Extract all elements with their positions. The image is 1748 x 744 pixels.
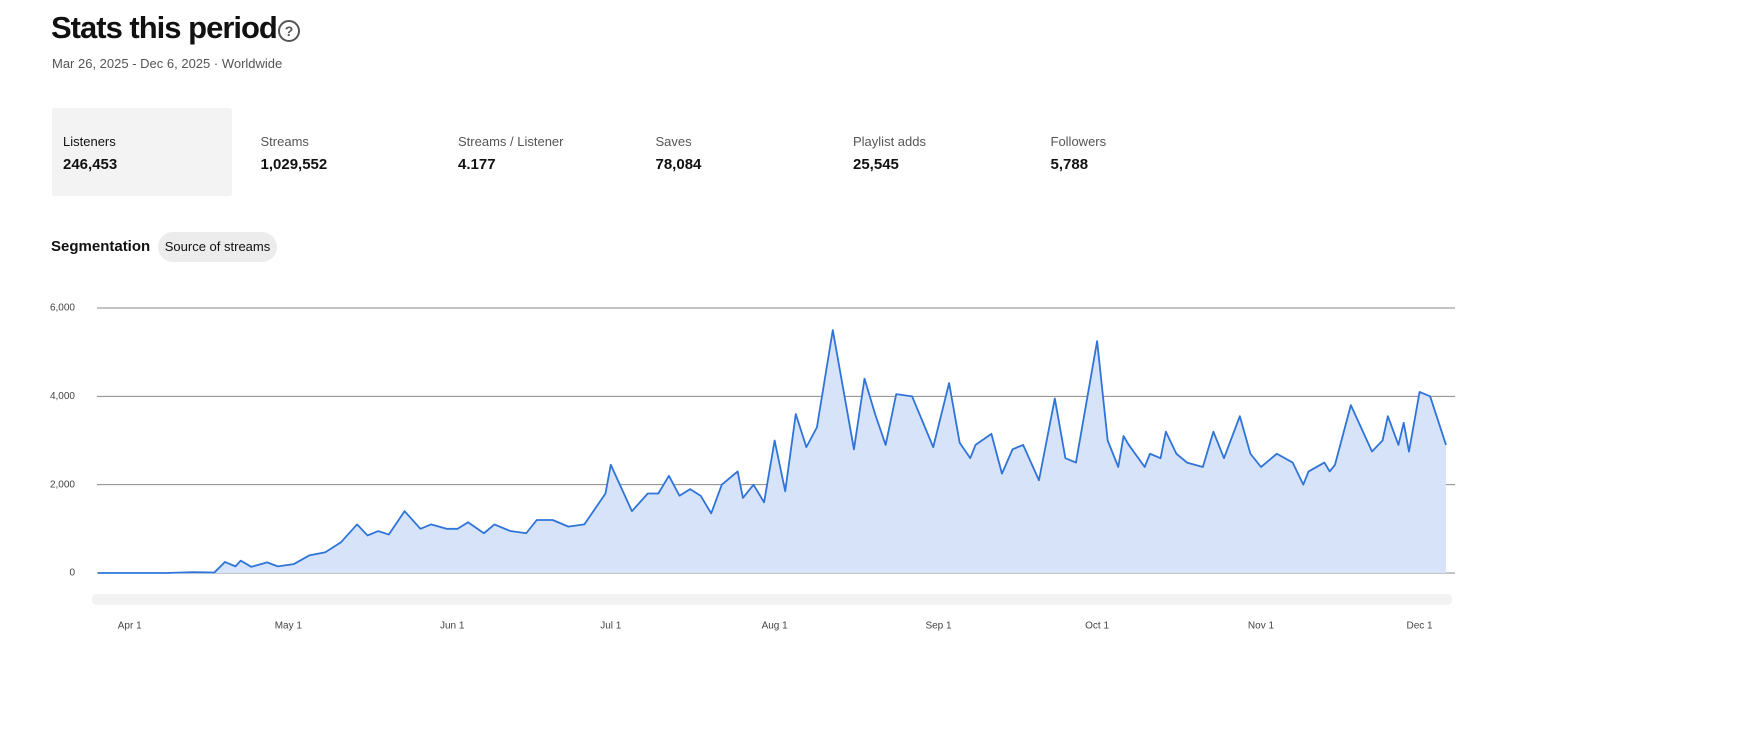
stat-label: Streams / Listener — [458, 134, 564, 149]
subtitle: Mar 26, 2025 - Dec 6, 2025 · Worldwide — [52, 56, 283, 71]
segmentation-label: Segmentation — [51, 238, 151, 255]
x-tick-label: May 1 — [275, 621, 303, 632]
stat-value: 246,453 — [63, 156, 118, 173]
stat-tile[interactable]: Listeners 246,453 — [52, 108, 232, 196]
x-tick-label: Jun 1 — [440, 621, 465, 632]
stat-value: 4.177 — [458, 156, 496, 173]
x-tick-label: Apr 1 — [118, 621, 142, 632]
segmentation-option[interactable]: Source of streams — [158, 232, 277, 262]
stat-tile[interactable]: Playlist adds 25,545 — [842, 108, 1022, 196]
help-icon[interactable]: ? — [278, 20, 300, 42]
x-tick-label: Jul 1 — [600, 621, 622, 632]
stat-label: Followers — [1050, 134, 1107, 149]
stat-tile[interactable]: Followers 5,788 — [1040, 108, 1220, 196]
stat-label: Streams — [260, 134, 309, 149]
x-tick-label: Nov 1 — [1248, 621, 1275, 632]
stat-value: 78,084 — [655, 156, 702, 173]
stat-tile[interactable]: Streams 1,029,552 — [250, 108, 430, 196]
x-tick-label: Aug 1 — [762, 621, 789, 632]
y-tick-label: 2,000 — [50, 479, 75, 490]
y-tick-label: 4,000 — [50, 391, 75, 402]
stat-value: 25,545 — [853, 156, 899, 173]
area — [98, 330, 1446, 573]
y-tick-label: 0 — [69, 568, 75, 579]
stat-value: 1,029,552 — [260, 156, 328, 173]
stat-tile[interactable]: Saves 78,084 — [645, 108, 825, 196]
line — [98, 329, 1447, 574]
x-tick-label: Dec 1 — [1407, 621, 1434, 632]
stat-label: Saves — [655, 134, 692, 149]
x-tick-label: Oct 1 — [1085, 621, 1109, 632]
chart: 0 2,000 4,000 6,000 Apr 1 May 1 Jun 1 Jul 1 Aug … — [50, 303, 1455, 632]
title: Stats this period — [51, 10, 278, 45]
stat-value: 5,788 — [1050, 156, 1089, 173]
stat-label: Playlist adds — [853, 134, 926, 149]
stat-tile[interactable]: Streams / Listener 4.177 — [447, 108, 627, 196]
x-tick-label: Sep 1 — [925, 621, 952, 632]
y-tick-label: 6,000 — [50, 303, 75, 314]
stat-label: Listeners — [63, 134, 116, 149]
scrollbar[interactable] — [92, 594, 1452, 605]
